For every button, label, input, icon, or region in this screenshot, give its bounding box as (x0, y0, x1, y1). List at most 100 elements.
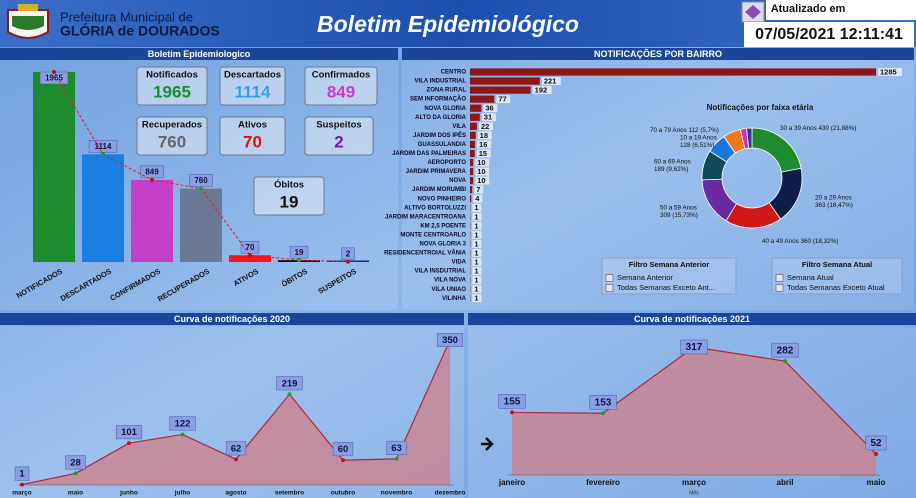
slice-value: 430 (21,88%) (819, 125, 857, 132)
value-label: 10 (477, 167, 485, 176)
value-label-box (474, 185, 484, 194)
value-label: 62 (231, 443, 242, 454)
kpi-card (219, 66, 286, 106)
value-label-box (472, 276, 482, 285)
trend-point (297, 258, 301, 263)
x-tick-label: agosto (225, 490, 246, 497)
section-title: NOTIFICAÇÕES POR BAIRRO (594, 49, 722, 59)
section-title-bar (0, 313, 464, 325)
category-label: GUASSULANDIA (418, 142, 467, 148)
value-label-box (532, 86, 552, 95)
value-label: 1 (474, 212, 478, 221)
updated-label: Atualizado em (771, 3, 846, 15)
category-label: VILA INDUSTRIAL (415, 79, 467, 85)
value-label: 155 (504, 397, 521, 408)
value-label: 1114 (95, 142, 112, 151)
bar (470, 140, 476, 148)
category-label: ZONA RURAL (427, 88, 467, 94)
kpi-label: Descartados (224, 70, 281, 81)
category-label: VIDA (452, 260, 467, 266)
kpi-card (253, 176, 325, 216)
filter-title: Filtro Semana Atual (802, 260, 872, 269)
section-title: Boletim Epidemiologico (148, 49, 251, 59)
updated-at: 07/05/2021 12:11:41 (755, 26, 903, 43)
value-label-box (496, 95, 511, 104)
value-label: 4 (475, 194, 480, 203)
x-tick-label: maio (68, 490, 83, 497)
kpi-label: Óbitos (274, 179, 304, 191)
org-line1: Prefeitura Municipal de (60, 9, 193, 24)
value-label-box (14, 466, 30, 481)
slice-category: 30 a 39 Anos (780, 125, 817, 132)
category-label: AEROPORTO (427, 160, 466, 166)
point (234, 457, 238, 462)
value-label: 122 (175, 418, 191, 429)
value-label-box (589, 394, 617, 410)
filter-checkbox[interactable] (605, 284, 614, 292)
value-label: 221 (544, 77, 557, 86)
filter-option[interactable]: Semana Anterior (617, 273, 673, 282)
filter-option[interactable]: Todas Semanas Exceto Atual (787, 283, 885, 292)
value-label: 63 (391, 443, 402, 454)
value-label: 10 (477, 176, 485, 185)
filter-checkbox[interactable] (775, 284, 784, 292)
slice-label: 70 a 79 Anos 112 (5,7%) (650, 127, 719, 134)
value-label: 1 (474, 294, 478, 303)
x-tick-label: fevereiro (586, 478, 620, 487)
filter-checkbox[interactable] (605, 274, 614, 282)
value-label-box (386, 440, 407, 455)
value-label: 101 (121, 427, 138, 438)
value-label-box (276, 376, 303, 391)
kpi-label: Ativos (238, 120, 267, 131)
category-label: JARDIM DAS PALMEIRAS (392, 151, 466, 157)
category-label: JARDIM MARACENTROANA (385, 214, 467, 220)
filter-option[interactable]: Semana Atual (787, 273, 834, 282)
point (73, 471, 78, 476)
bar (470, 68, 876, 76)
value-label: 192 (535, 86, 548, 95)
value-label: 1 (474, 267, 478, 276)
point (783, 359, 787, 364)
point (20, 482, 24, 487)
value-label: 16 (479, 140, 487, 149)
value-label: 1 (474, 239, 478, 248)
x-tick-label: novembro (381, 490, 412, 497)
filter-option[interactable]: Todas Semanas Exceto Ant... (617, 283, 715, 292)
area (22, 340, 450, 485)
category-label: KM 2,5 POENTE (420, 223, 466, 229)
value-label-box (481, 113, 496, 122)
bar (470, 113, 480, 121)
slice-value: 189 (9,62%) (654, 166, 688, 173)
value-label-box (475, 158, 490, 167)
value-label-box (476, 149, 491, 158)
kpi-value: 1965 (153, 82, 191, 101)
org-line2: GLÓRIA de DOURADOS (60, 22, 220, 39)
value-label: 15 (479, 149, 487, 158)
value-label-box (472, 267, 482, 276)
value-label: 7 (476, 185, 480, 194)
category-label: VILINHA (442, 296, 467, 302)
slice-value: 360 (18,32%) (801, 238, 839, 245)
x-tick-label: junho (119, 490, 138, 497)
bar (229, 255, 271, 262)
section-title: Curva de notificações 2021 (634, 314, 750, 324)
value-label: 28 (70, 457, 81, 468)
filter-box (601, 257, 737, 295)
value-label-box (477, 131, 492, 140)
value-label-box (472, 203, 482, 212)
value-label: 1 (474, 258, 478, 267)
value-label: 19 (295, 248, 304, 257)
value-label-box (498, 394, 526, 409)
value-label: 1 (474, 285, 478, 294)
trend-point (199, 186, 203, 191)
value-label: 2 (346, 249, 351, 258)
section-title-bar (0, 48, 398, 60)
filter-checkbox[interactable] (775, 274, 784, 282)
value-label: 60 (338, 444, 349, 455)
value-label-box (478, 122, 493, 131)
updated-box (744, 22, 914, 47)
value-label: 52 (870, 438, 882, 449)
kpi-value: 760 (158, 132, 186, 151)
category-label: JARDIM MORUMBI (412, 187, 466, 193)
